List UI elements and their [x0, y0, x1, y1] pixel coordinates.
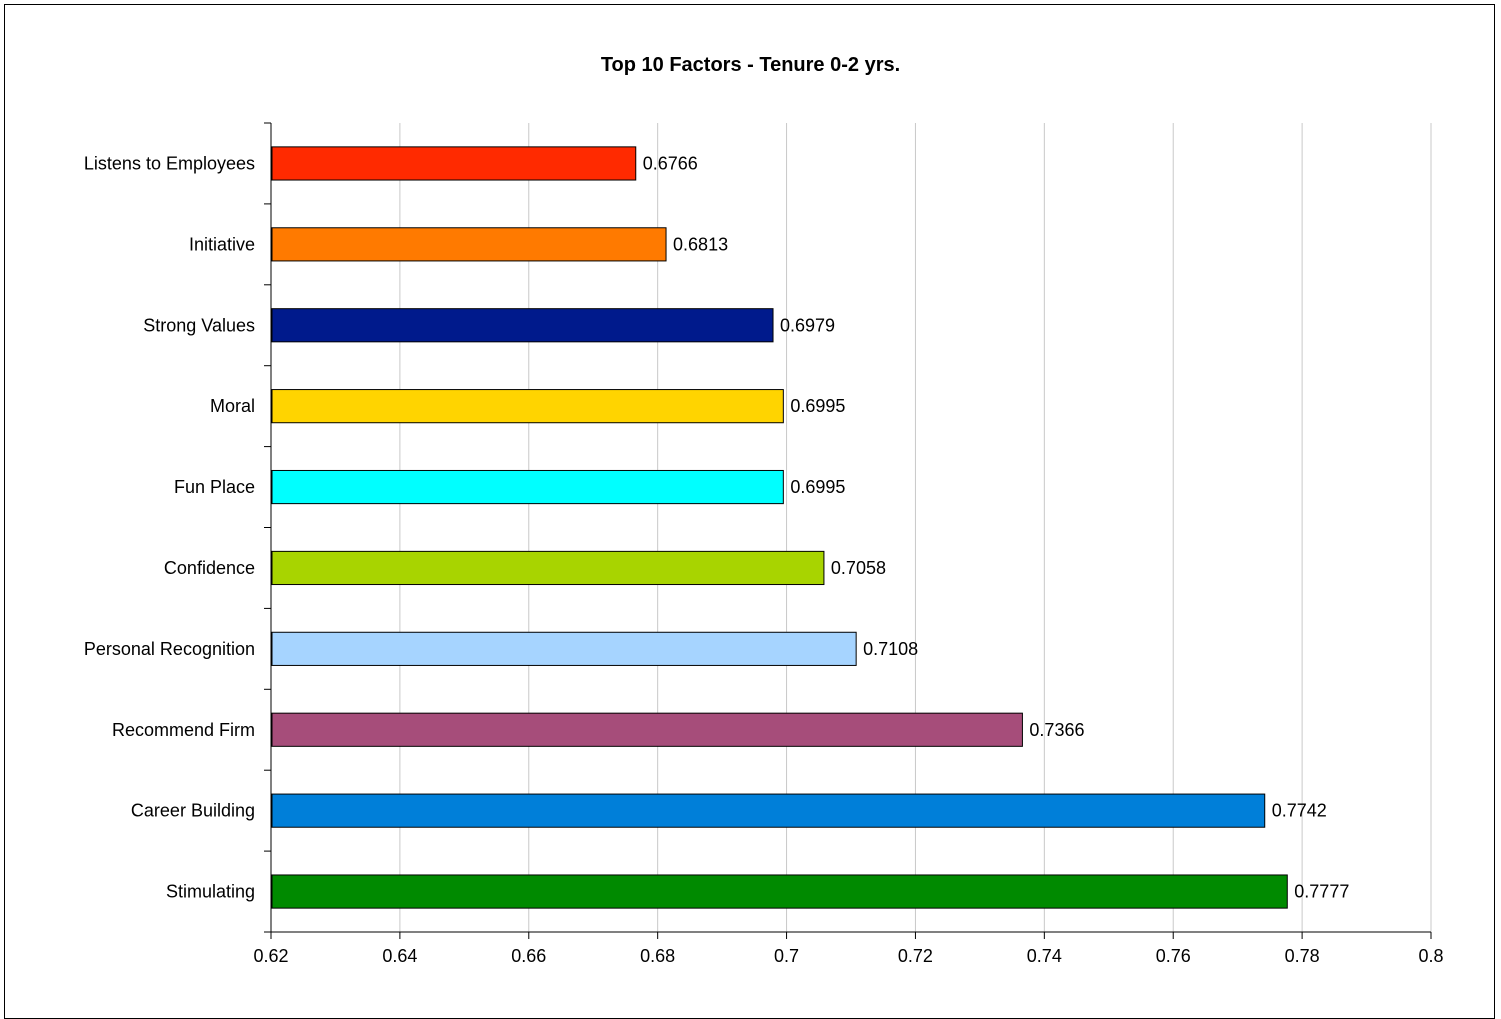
x-tick-label: 0.8 — [1418, 946, 1443, 966]
bar — [271, 227, 667, 262]
category-label: Personal Recognition — [84, 639, 255, 659]
bar — [271, 469, 784, 505]
category-label: Recommend Firm — [112, 720, 255, 740]
bar — [271, 712, 1023, 747]
value-label: 0.6995 — [790, 396, 845, 416]
bar — [271, 389, 784, 424]
value-label: 0.7742 — [1272, 801, 1327, 821]
x-tick-label: 0.66 — [511, 946, 546, 966]
category-label: Strong Values — [143, 315, 255, 335]
value-label: 0.7777 — [1294, 882, 1349, 902]
category-label: Fun Place — [174, 477, 255, 497]
category-label: Initiative — [189, 234, 255, 254]
bar — [271, 146, 637, 181]
value-label: 0.7108 — [863, 639, 918, 659]
value-label: 0.7058 — [831, 558, 886, 578]
category-label: Stimulating — [166, 882, 255, 902]
x-tick-label: 0.7 — [774, 946, 799, 966]
x-tick-label: 0.68 — [640, 946, 675, 966]
bar — [271, 793, 1266, 828]
x-tick-label: 0.72 — [898, 946, 933, 966]
x-tick-label: 0.62 — [253, 946, 288, 966]
value-label: 0.6995 — [790, 477, 845, 497]
value-label: 0.6813 — [673, 234, 728, 254]
category-label: Listens to Employees — [84, 153, 255, 173]
chart-title: Top 10 Factors - Tenure 0-2 yrs. — [600, 54, 901, 76]
category-label: Confidence — [164, 558, 255, 578]
x-tick-label: 0.74 — [1027, 946, 1062, 966]
value-label: 0.7366 — [1029, 720, 1084, 740]
x-tick-label: 0.78 — [1285, 946, 1320, 966]
bar — [271, 550, 825, 586]
bars — [271, 146, 1288, 909]
value-label: 0.6979 — [780, 315, 835, 335]
value-label: 0.6766 — [643, 153, 698, 173]
category-label: Career Building — [131, 801, 255, 821]
bar — [271, 308, 774, 343]
bar — [271, 631, 857, 666]
category-label: Moral — [210, 396, 255, 416]
bar — [271, 874, 1288, 909]
x-tick-label: 0.76 — [1156, 946, 1191, 966]
chart-frame — [4, 4, 1495, 1019]
axes — [264, 122, 1432, 939]
labels: 0.62 0.64 0.66 0.68 0.7 0.72 0.74 0.76 0.78 0.8 Li… — [84, 153, 1444, 966]
x-tick-label: 0.64 — [382, 946, 417, 966]
